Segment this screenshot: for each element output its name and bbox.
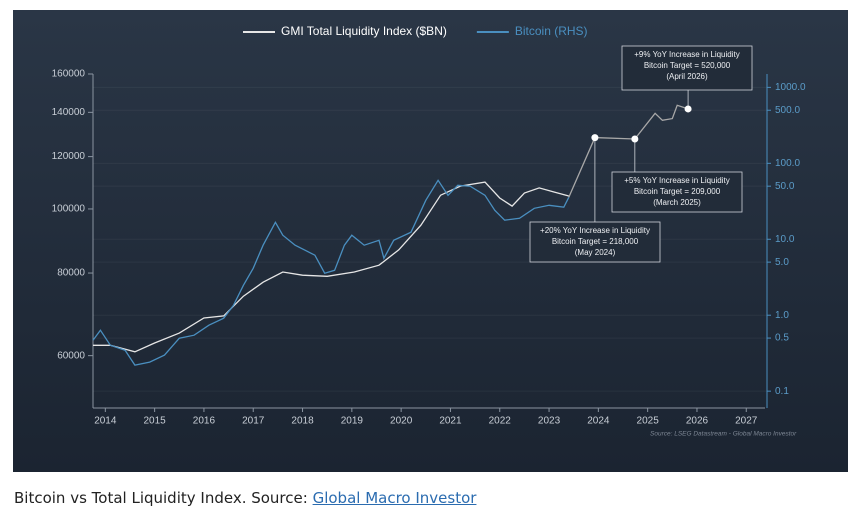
y2-tick-label: 1000.0 <box>775 82 806 93</box>
target-point <box>591 134 599 142</box>
annotation-box <box>611 171 743 213</box>
annotation-text: +5% YoY Increase in Liquidity <box>624 176 729 185</box>
target-point <box>631 135 639 143</box>
x-tick-label: 2018 <box>291 416 314 427</box>
y-tick-label: 60000 <box>57 350 85 361</box>
annotation-text: Bitcoin Target = 209,000 <box>634 187 721 196</box>
y2-tick-label: 100.0 <box>775 158 800 169</box>
y2-tick-label: 10.0 <box>775 234 795 245</box>
x-tick-label: 2023 <box>538 416 561 427</box>
x-tick-label: 2014 <box>94 416 117 427</box>
y-tick-label: 140000 <box>52 107 86 118</box>
y-tick-label: 100000 <box>52 204 86 215</box>
x-tick-label: 2026 <box>686 416 709 427</box>
annotation-text: (May 2024) <box>575 248 616 257</box>
annotation-text: (March 2025) <box>653 198 701 207</box>
y2-tick-label: 5.0 <box>775 257 789 268</box>
x-tick-label: 2021 <box>439 416 462 427</box>
annotation-text: Bitcoin Target = 520,000 <box>644 61 731 70</box>
annotation-text: (April 2026) <box>666 72 708 81</box>
x-tick-label: 2019 <box>341 416 364 427</box>
x-tick-label: 2024 <box>587 416 610 427</box>
caption-link[interactable]: Global Macro Investor <box>312 489 477 507</box>
target-point <box>684 105 692 113</box>
annotation-text: Bitcoin Target = 218,000 <box>552 237 639 246</box>
series-line <box>93 181 569 353</box>
series-line <box>568 104 689 198</box>
y-tick-label: 160000 <box>52 69 86 80</box>
caption-text: Bitcoin vs Total Liquidity Index. Source… <box>14 489 313 507</box>
y-tick-label: 80000 <box>57 268 85 279</box>
y2-tick-label: 1.0 <box>775 310 789 321</box>
y2-tick-label: 50.0 <box>775 181 795 192</box>
legend-label: Bitcoin (RHS) <box>515 24 588 38</box>
annotation-box <box>529 221 661 263</box>
chart: Source: LSEG Datastream - Global Macro I… <box>13 10 848 472</box>
annotation-text: +9% YoY Increase in Liquidity <box>634 50 739 59</box>
x-tick-label: 2027 <box>735 416 758 427</box>
annotation-box <box>621 45 753 91</box>
y-tick-label: 120000 <box>52 151 86 162</box>
legend-label: GMI Total Liquidity Index ($BN) <box>281 24 447 38</box>
x-tick-label: 2016 <box>193 416 216 427</box>
x-tick-label: 2020 <box>390 416 413 427</box>
series-line <box>92 179 570 366</box>
annotation-text: +20% YoY Increase in Liquidity <box>540 226 650 235</box>
y2-tick-label: 0.1 <box>775 386 789 397</box>
y2-tick-label: 500.0 <box>775 105 800 116</box>
x-tick-label: 2022 <box>489 416 512 427</box>
caption: Bitcoin vs Total Liquidity Index. Source… <box>14 489 476 507</box>
x-tick-label: 2015 <box>144 416 167 427</box>
y2-tick-label: 0.5 <box>775 333 789 344</box>
x-tick-label: 2017 <box>242 416 265 427</box>
source-note: Source: LSEG Datastream - Global Macro I… <box>650 431 797 438</box>
x-tick-label: 2025 <box>637 416 660 427</box>
